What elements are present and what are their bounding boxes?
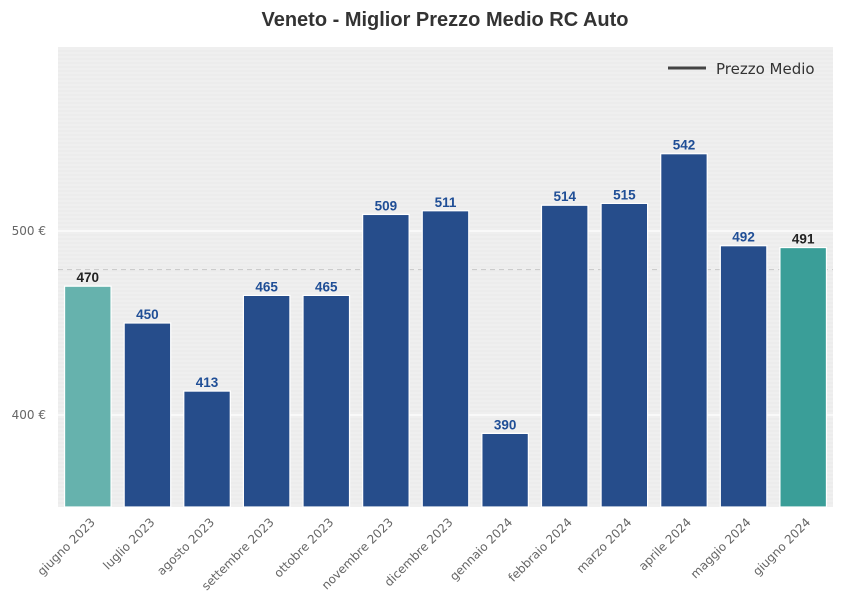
data-label: 492	[732, 230, 755, 245]
bar	[302, 294, 351, 508]
data-label: 515	[613, 187, 636, 202]
bar	[63, 285, 112, 508]
data-label: 413	[196, 375, 219, 390]
x-tick-label: agosto 2023	[154, 515, 217, 578]
x-tick-label: luglio 2023	[100, 515, 157, 572]
x-tick-label: gennaio 2024	[447, 515, 515, 583]
data-label: 542	[673, 138, 696, 153]
chart-title: Veneto - Miglior Prezzo Medio RC Auto	[261, 9, 628, 31]
bar	[183, 390, 231, 508]
x-tick-label: maggio 2024	[688, 515, 754, 581]
data-label: 514	[553, 189, 576, 204]
data-label: 465	[255, 279, 278, 294]
bar	[123, 322, 172, 508]
bar	[540, 204, 589, 508]
data-label: 509	[375, 198, 398, 213]
y-tick-label: 400 €	[12, 408, 46, 422]
data-label: 470	[77, 270, 100, 285]
data-label: 390	[494, 417, 517, 432]
bar	[779, 246, 828, 508]
value-labels-group: 470 450 413 465 465 509 511 390 514 515 542 492 491	[77, 138, 815, 433]
x-tick-label: giugno 2024	[750, 515, 813, 578]
x-tick-label: giugno 2023	[35, 515, 98, 578]
bar	[719, 245, 768, 508]
bar	[421, 210, 470, 508]
legend: Prezzo Medio	[668, 60, 815, 78]
data-label: 511	[435, 195, 457, 210]
y-tick-label: 500 €	[12, 224, 46, 238]
bars-group	[63, 153, 828, 508]
bar	[600, 202, 649, 508]
x-tick-label: ottobre 2023	[271, 515, 336, 580]
bar	[242, 294, 291, 508]
data-label: 465	[315, 279, 338, 294]
x-tick-label: marzo 2024	[574, 515, 635, 576]
legend-label: Prezzo Medio	[716, 60, 815, 78]
x-tick-label: aprile 2024	[636, 515, 694, 573]
bar	[481, 432, 529, 508]
x-tick-label: febbraio 2024	[505, 515, 574, 584]
bar	[660, 153, 708, 508]
y-axis: 400 € 500 €	[12, 224, 46, 422]
data-label: 491	[792, 232, 815, 247]
bar	[362, 213, 410, 508]
data-label: 450	[136, 307, 159, 322]
